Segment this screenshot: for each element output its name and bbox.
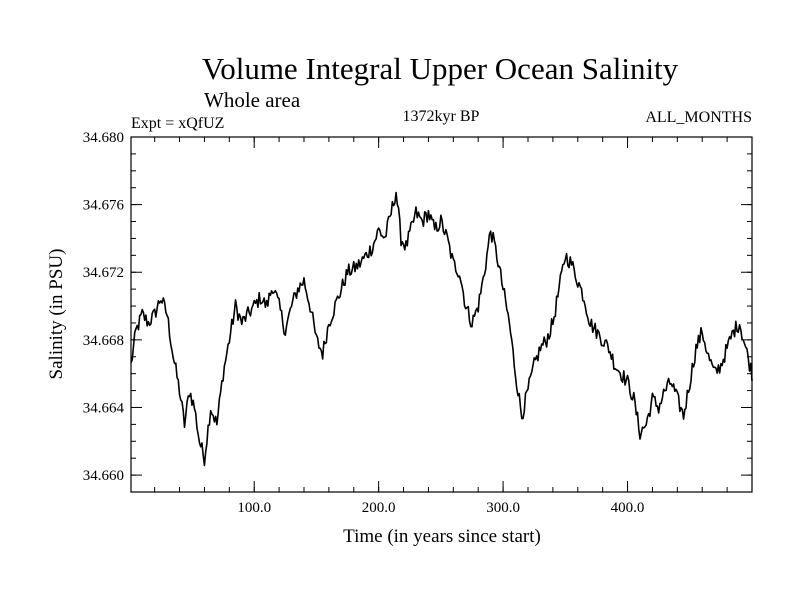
x-tick-label: 400.0 <box>611 500 645 516</box>
y-tick-labels: 34.660 34.664 34.668 34.672 34.676 34.680 <box>83 130 125 484</box>
y-tick-label: 34.676 <box>83 198 125 214</box>
chart-subtitle: Whole area <box>204 88 301 112</box>
x-tick-label: 300.0 <box>486 500 520 516</box>
x-tick-label: 200.0 <box>362 500 396 516</box>
plot-frame <box>130 136 753 493</box>
y-axis-label: Salinity (in PSU) <box>46 249 67 380</box>
y-tick-label: 34.664 <box>83 400 125 416</box>
x-tick-labels: 100.0 200.0 300.0 400.0 <box>237 500 644 516</box>
y-tick-label: 34.680 <box>83 130 124 146</box>
x-tick-label: 100.0 <box>237 500 271 516</box>
y-tick-label: 34.668 <box>83 333 124 349</box>
axis-ticks <box>131 136 752 492</box>
chart-title: Volume Integral Upper Ocean Salinity <box>202 51 679 86</box>
y-tick-label: 34.660 <box>83 468 124 484</box>
experiment-label: Expt = xQfUZ <box>131 115 224 132</box>
salinity-series-line <box>130 191 753 467</box>
period-label: 1372kyr BP <box>403 108 480 125</box>
y-tick-label: 34.672 <box>83 265 124 281</box>
months-label: ALL_MONTHS <box>645 109 752 126</box>
x-axis-label: Time (in years since start) <box>343 526 541 547</box>
